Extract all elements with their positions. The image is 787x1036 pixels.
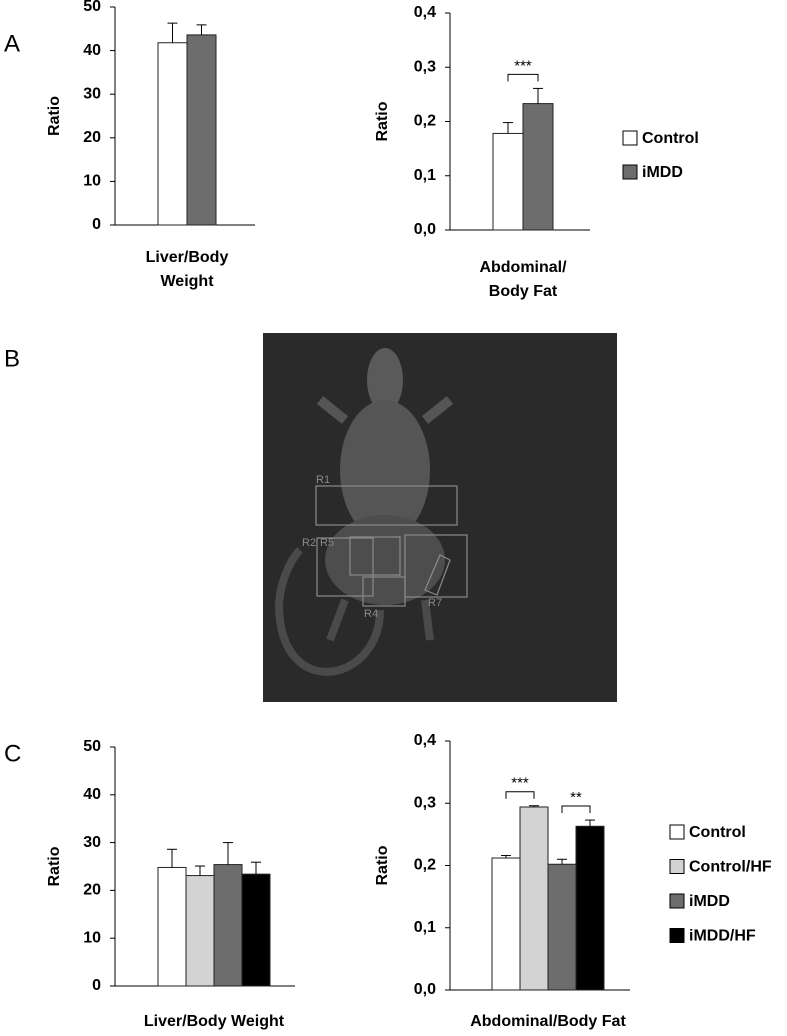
region-label: R1 bbox=[316, 474, 330, 486]
panel-label: A bbox=[4, 30, 20, 57]
y-tick-label: 30 bbox=[83, 85, 101, 102]
bar bbox=[213, 864, 243, 987]
y-tick-label: 40 bbox=[83, 42, 101, 59]
y-axis-label: Ratio bbox=[46, 96, 63, 136]
legend-label: Control bbox=[689, 824, 746, 841]
y-tick-label: 0,0 bbox=[414, 221, 436, 238]
y-tick-label: 0,0 bbox=[414, 981, 436, 998]
significance-bracket bbox=[505, 791, 535, 799]
legend-swatch bbox=[669, 893, 685, 909]
bar bbox=[519, 806, 549, 991]
significance-bracket bbox=[561, 805, 591, 814]
bar bbox=[522, 103, 554, 231]
panel-label: C bbox=[4, 740, 21, 767]
x-category-label: Abdominal/Body Fat bbox=[470, 1013, 626, 1030]
bar bbox=[575, 825, 605, 991]
y-tick-label: 0,4 bbox=[414, 4, 436, 21]
significance-label: *** bbox=[514, 57, 532, 74]
bar bbox=[186, 34, 217, 226]
bar bbox=[492, 132, 524, 231]
y-tick-label: 10 bbox=[83, 929, 101, 946]
region-label: R4 bbox=[364, 608, 378, 620]
panel-label: B bbox=[4, 345, 20, 372]
x-category-label: Abdominal/ Body Fat bbox=[479, 259, 567, 300]
y-axis-label: Ratio bbox=[374, 845, 391, 885]
y-tick-label: 0,1 bbox=[414, 919, 436, 936]
significance-bracket bbox=[507, 73, 539, 82]
bar bbox=[157, 866, 187, 987]
y-tick-label: 20 bbox=[83, 882, 101, 899]
y-tick-label: 0,2 bbox=[414, 113, 436, 130]
legend-label: Control/HF bbox=[689, 859, 772, 876]
region-label: R2 bbox=[302, 537, 316, 549]
y-tick-label: 40 bbox=[83, 786, 101, 803]
significance-label: ** bbox=[570, 789, 582, 806]
bar bbox=[185, 875, 215, 987]
legend-label: iMDD/HF bbox=[689, 928, 756, 945]
y-tick-label: 50 bbox=[83, 0, 101, 15]
significance-label: *** bbox=[511, 775, 529, 792]
region-label: R5 bbox=[320, 537, 334, 549]
y-tick-label: 0,1 bbox=[414, 167, 436, 184]
y-tick-label: 0,3 bbox=[414, 794, 436, 811]
y-tick-label: 10 bbox=[83, 173, 101, 190]
bar bbox=[491, 857, 521, 991]
legend-label: iMDD bbox=[689, 893, 730, 910]
legend-label: Control bbox=[642, 130, 699, 147]
bar bbox=[157, 42, 188, 226]
y-tick-label: 0 bbox=[92, 216, 101, 233]
legend-swatch bbox=[669, 824, 685, 840]
y-tick-label: 0 bbox=[92, 977, 101, 994]
legend-swatch bbox=[669, 928, 685, 943]
bar bbox=[241, 873, 271, 987]
legend-swatch bbox=[622, 164, 638, 180]
bar bbox=[547, 863, 577, 991]
xray-image: R1 R2 R5 R4 R7 bbox=[263, 333, 617, 702]
y-axis-label: Ratio bbox=[374, 101, 391, 141]
y-tick-label: 20 bbox=[83, 129, 101, 146]
legend-swatch bbox=[622, 130, 638, 146]
x-category-label: Liver/Body Weight bbox=[145, 249, 229, 290]
y-axis-label: Ratio bbox=[46, 846, 63, 886]
x-category-label: Liver/Body Weight bbox=[143, 1013, 285, 1030]
legend-swatch bbox=[669, 859, 685, 874]
region-label: R7 bbox=[428, 597, 442, 609]
y-tick-label: 50 bbox=[83, 738, 101, 755]
y-tick-label: 30 bbox=[83, 834, 101, 851]
y-tick-label: 0,2 bbox=[414, 857, 436, 874]
y-tick-label: 0,4 bbox=[414, 732, 436, 749]
y-tick-label: 0,3 bbox=[414, 58, 436, 75]
legend-label: iMDD bbox=[642, 164, 683, 181]
